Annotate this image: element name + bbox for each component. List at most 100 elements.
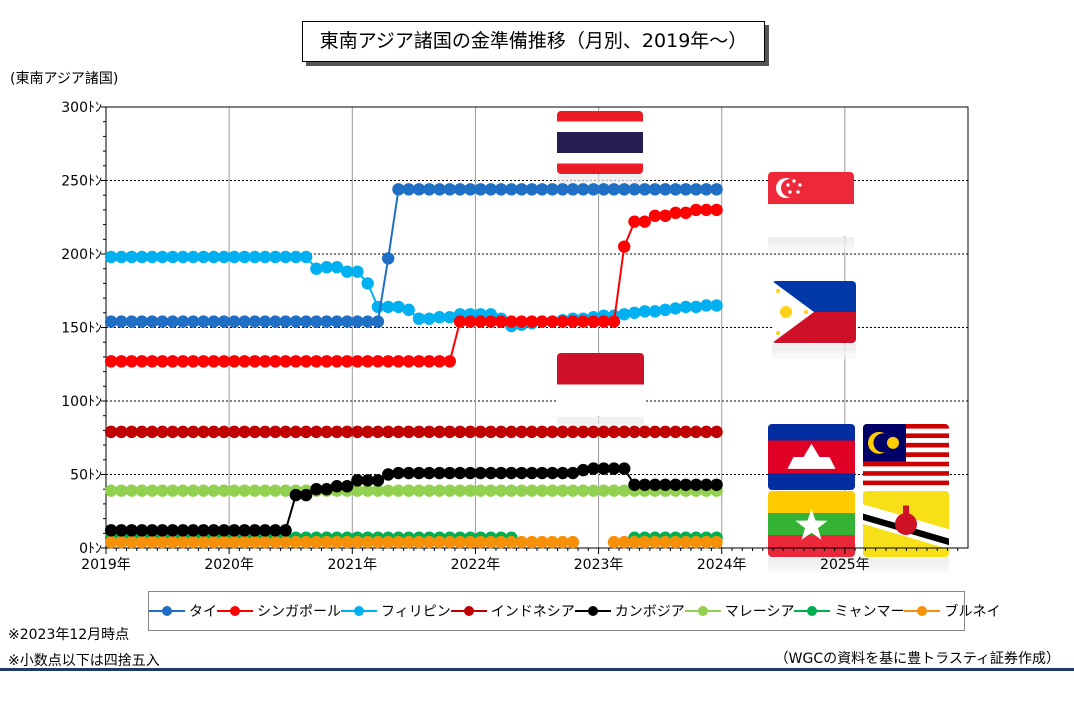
data-point [453, 183, 467, 196]
data-point [515, 535, 528, 549]
y-axis-unit-label: (東南アジア諸国) [10, 71, 119, 87]
data-point [494, 466, 508, 480]
data-point [248, 315, 261, 328]
data-point [115, 484, 128, 497]
data-point [597, 462, 610, 475]
data-point [505, 315, 518, 328]
series-layer [104, 183, 723, 549]
data-point [269, 524, 282, 537]
data-point [710, 183, 723, 196]
data-point [289, 488, 303, 502]
data-point [423, 484, 436, 497]
data-point [228, 484, 241, 497]
data-point [433, 355, 446, 368]
data-point [412, 535, 426, 549]
data-point [566, 183, 580, 196]
data-point [433, 425, 446, 439]
data-point [269, 250, 282, 264]
data-point [535, 466, 549, 480]
data-point [679, 535, 692, 549]
data-point [689, 183, 703, 196]
data-point [423, 425, 436, 439]
data-point [187, 524, 200, 537]
data-point [361, 535, 374, 549]
data-point [453, 315, 467, 328]
data-point [515, 183, 528, 196]
data-point [464, 183, 477, 196]
data-point [679, 206, 692, 220]
data-point [207, 250, 220, 264]
data-point [628, 535, 641, 549]
data-point [156, 315, 169, 328]
data-point [187, 250, 200, 264]
data-point [320, 261, 333, 274]
data-point [423, 355, 436, 368]
data-point [217, 355, 231, 368]
data-point [515, 466, 528, 480]
series-6 [104, 484, 723, 497]
data-point [258, 355, 272, 368]
data-point [248, 250, 261, 264]
brunei-flag [863, 491, 949, 573]
legend-key [684, 606, 721, 616]
data-point [279, 355, 292, 368]
data-point [299, 250, 313, 264]
data-point [494, 535, 508, 549]
y-tick-label: 0ﾄﾝ [79, 541, 102, 557]
data-point [145, 355, 159, 368]
data-point [258, 425, 272, 439]
data-point [115, 250, 128, 264]
series-line [111, 208, 717, 363]
data-point [330, 425, 344, 439]
data-point [587, 462, 600, 475]
series-3 [104, 250, 723, 333]
data-point [197, 250, 210, 264]
data-point [187, 355, 200, 368]
data-point [176, 484, 190, 497]
data-point [556, 315, 569, 328]
data-point [279, 425, 292, 439]
data-point [412, 355, 426, 368]
data-point [607, 484, 621, 497]
data-point [484, 466, 498, 480]
data-point [238, 484, 251, 497]
data-point [299, 535, 313, 549]
bottom-rule [0, 668, 1074, 671]
data-point [299, 425, 313, 439]
data-point [156, 484, 169, 497]
data-point [115, 315, 128, 328]
data-point [135, 355, 149, 368]
data-point [392, 183, 405, 196]
legend-label: ミャンマー [834, 604, 905, 620]
source-credit: （WGCの資料を基に豊トラスティ証券作成） [774, 651, 1060, 667]
data-point [166, 250, 179, 264]
legend-key [794, 606, 831, 616]
x-tick-label: 2021年 [327, 557, 377, 573]
legend: タイ シンガポール フィリピン インドネシア カンボジア マレーシア ミャンマー ブルネイ [148, 591, 1000, 631]
data-point [125, 355, 138, 368]
data-point [145, 535, 159, 549]
data-point [402, 183, 415, 196]
data-point [217, 524, 231, 537]
data-point [135, 535, 149, 549]
data-point [187, 425, 200, 439]
data-point [197, 315, 210, 328]
legend-key [217, 606, 253, 616]
data-point [659, 183, 672, 196]
data-point [320, 355, 333, 368]
data-point [125, 250, 138, 264]
data-point [484, 183, 498, 196]
legend-item: ブルネイ [904, 601, 1000, 621]
data-point [689, 300, 703, 314]
data-point [361, 355, 374, 368]
data-point [566, 484, 580, 497]
data-point [176, 524, 190, 537]
data-point [638, 535, 651, 549]
data-point [310, 425, 323, 439]
data-point [145, 250, 159, 264]
data-point [679, 300, 692, 314]
data-point [382, 468, 395, 481]
data-point [648, 209, 662, 222]
legend-label: マレーシア [724, 604, 795, 620]
data-point [443, 425, 456, 439]
